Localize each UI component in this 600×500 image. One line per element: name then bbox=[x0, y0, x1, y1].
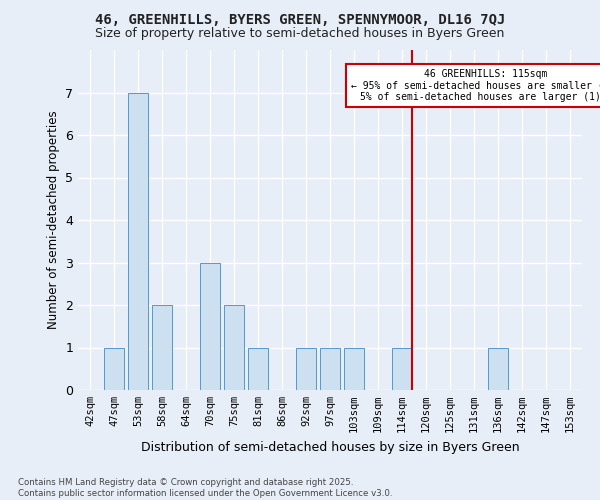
X-axis label: Distribution of semi-detached houses by size in Byers Green: Distribution of semi-detached houses by … bbox=[140, 440, 520, 454]
Text: Contains HM Land Registry data © Crown copyright and database right 2025.
Contai: Contains HM Land Registry data © Crown c… bbox=[18, 478, 392, 498]
Bar bbox=[248, 348, 268, 390]
Bar bbox=[152, 305, 172, 390]
Bar bbox=[344, 348, 364, 390]
Bar bbox=[128, 92, 148, 390]
Bar bbox=[320, 348, 340, 390]
Bar bbox=[200, 262, 220, 390]
Bar bbox=[104, 348, 124, 390]
Bar bbox=[488, 348, 508, 390]
Text: 46 GREENHILLS: 115sqm
← 95% of semi-detached houses are smaller (19)
5% of semi-: 46 GREENHILLS: 115sqm ← 95% of semi-deta… bbox=[351, 69, 600, 102]
Y-axis label: Number of semi-detached properties: Number of semi-detached properties bbox=[47, 110, 59, 330]
Bar bbox=[296, 348, 316, 390]
Bar bbox=[392, 348, 412, 390]
Bar bbox=[224, 305, 244, 390]
Text: 46, GREENHILLS, BYERS GREEN, SPENNYMOOR, DL16 7QJ: 46, GREENHILLS, BYERS GREEN, SPENNYMOOR,… bbox=[95, 12, 505, 26]
Text: Size of property relative to semi-detached houses in Byers Green: Size of property relative to semi-detach… bbox=[95, 28, 505, 40]
